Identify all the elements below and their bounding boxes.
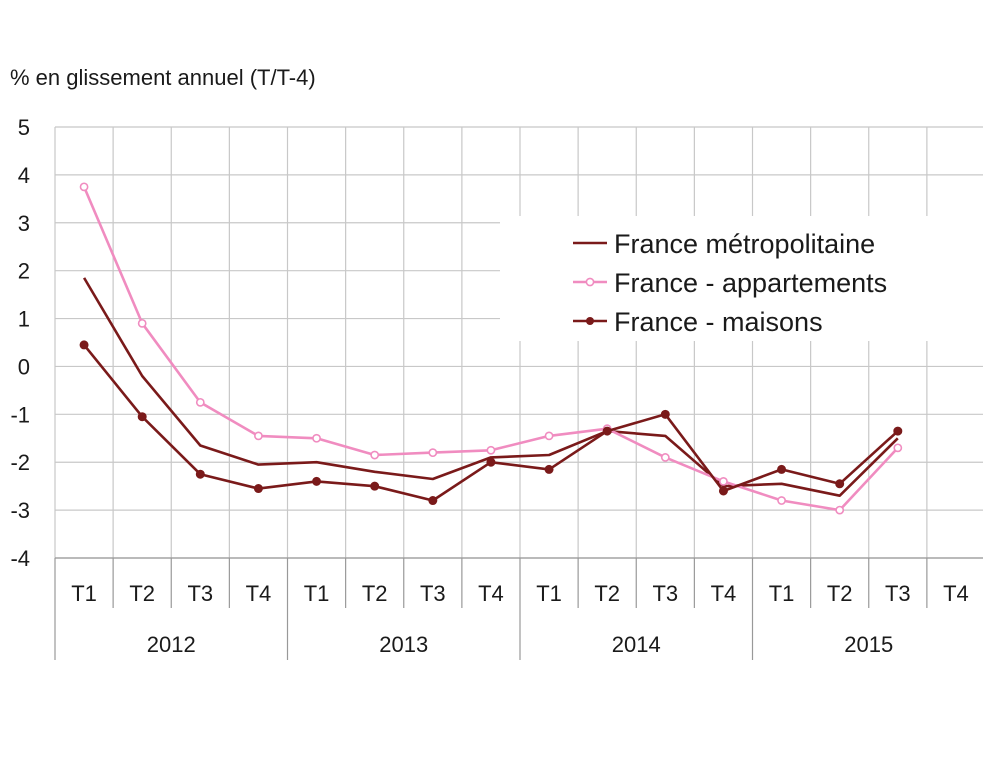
- legend-marker: [585, 277, 595, 287]
- data-point: [660, 453, 670, 462]
- x-tick-label: T1: [769, 581, 795, 606]
- x-tick-label: T3: [885, 581, 911, 606]
- x-year-label: 2015: [844, 632, 893, 657]
- data-point: [777, 464, 787, 474]
- data-point: [370, 450, 380, 460]
- data-point: [253, 484, 263, 494]
- x-tick-label: T1: [71, 581, 97, 606]
- y-tick-label: -1: [10, 402, 30, 427]
- y-axis-label: % en glissement annuel (T/T-4): [10, 65, 316, 90]
- data-point: [777, 496, 786, 505]
- x-tick-label: T3: [187, 581, 213, 606]
- data-point: [835, 505, 845, 515]
- data-point: [137, 318, 147, 328]
- x-tick-label: T3: [420, 581, 446, 606]
- data-point: [602, 426, 612, 436]
- data-point: [79, 340, 89, 350]
- data-point: [835, 479, 845, 489]
- y-tick-label: 5: [18, 115, 30, 140]
- y-tick-label: 0: [18, 354, 30, 379]
- data-point: [719, 476, 728, 486]
- x-tick-label: T3: [652, 581, 678, 606]
- x-tick-label: T4: [478, 581, 504, 606]
- data-point: [254, 431, 263, 441]
- y-tick-label: -2: [10, 450, 30, 475]
- data-point: [428, 448, 438, 458]
- x-year-label: 2012: [147, 632, 196, 657]
- plot-area: [55, 127, 983, 558]
- data-point: [312, 476, 322, 486]
- x-tick-label: T2: [594, 581, 620, 606]
- series-line-1: [82, 277, 899, 497]
- data-point: [893, 426, 903, 436]
- data-point: [544, 431, 554, 441]
- data-point: [195, 469, 205, 479]
- data-point: [195, 397, 205, 407]
- x-tick-label: T2: [827, 581, 853, 606]
- legend-label: France - maisons: [614, 307, 823, 337]
- x-tick-label: T1: [536, 581, 562, 606]
- y-tick-label: -3: [10, 498, 30, 523]
- data-point: [312, 433, 321, 443]
- legend-label: France métropolitaine: [614, 229, 875, 259]
- data-point: [544, 464, 554, 474]
- data-point: [486, 445, 496, 455]
- x-year-label: 2014: [612, 632, 661, 657]
- data-point: [660, 409, 670, 419]
- data-point: [79, 182, 89, 192]
- data-point: [370, 481, 380, 491]
- x-tick-label: T4: [711, 581, 737, 606]
- x-tick-label: T4: [943, 581, 969, 606]
- data-point: [486, 457, 496, 467]
- y-tick-label: 2: [18, 259, 30, 284]
- x-tick-label: T2: [129, 581, 155, 606]
- data-point: [718, 486, 728, 496]
- x-tick-label: T2: [362, 581, 388, 606]
- x-tick-label: T1: [304, 581, 330, 606]
- y-tick-label: 4: [18, 163, 30, 188]
- legend-marker: [586, 317, 594, 325]
- data-point: [137, 412, 147, 422]
- data-point: [893, 443, 903, 453]
- x-year-label: 2013: [379, 632, 428, 657]
- x-tick-label: T4: [246, 581, 272, 606]
- y-tick-label: -4: [10, 546, 30, 571]
- legend-label: France - appartements: [614, 268, 887, 298]
- y-tick-label: 3: [18, 211, 30, 236]
- y-tick-label: 1: [18, 307, 30, 332]
- data-point: [428, 496, 438, 506]
